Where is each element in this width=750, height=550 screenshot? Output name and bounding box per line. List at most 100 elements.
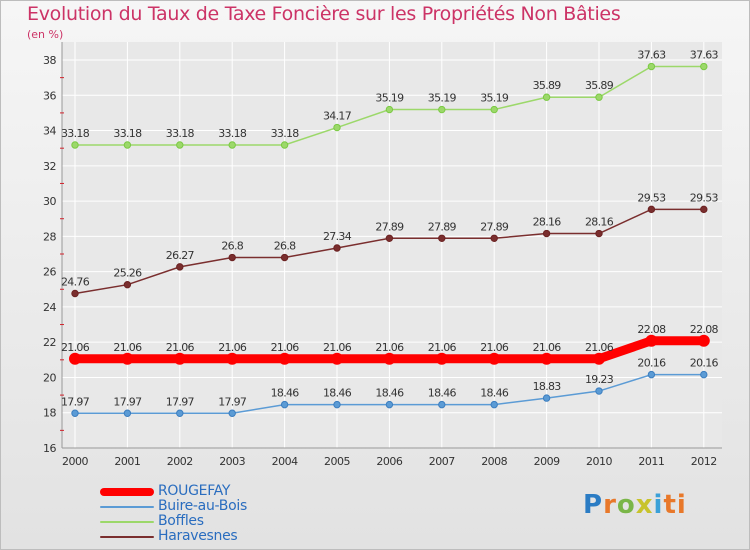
data-label-haravesnes: 27.89 [480, 220, 509, 233]
data-label-haravesnes: 24.76 [61, 276, 90, 289]
data-point-boffles [280, 141, 289, 149]
y-tick-label: 32 [43, 160, 56, 173]
data-point-rougefay [488, 352, 501, 365]
data-point-haravesnes [176, 263, 184, 271]
x-tick-label: 2000 [62, 455, 88, 468]
legend-label-buire-au-bois: Buire-au-Bois [158, 498, 247, 514]
data-point-boffles [542, 93, 551, 101]
data-point-haravesnes [123, 280, 132, 289]
data-point-rougefay [69, 352, 81, 365]
data-point-boffles [438, 105, 446, 114]
data-label-rougefay: 21.06 [480, 341, 509, 354]
legend-item-haravesnes: Haravesnes [100, 529, 247, 544]
data-label-boffles: 35.19 [428, 92, 457, 105]
data-point-boffles [700, 62, 708, 71]
legend-swatch-rougefay [100, 487, 154, 496]
data-point-haravesnes [385, 234, 394, 243]
data-label-boffles: 35.89 [533, 79, 562, 92]
x-tick-label: 2005 [324, 455, 350, 468]
data-point-boffles [71, 141, 79, 149]
data-point-boffles [595, 93, 603, 101]
data-point-haravesnes [333, 244, 341, 252]
data-label-buire-au-bois: 18.46 [480, 387, 509, 400]
x-tick-label: 2006 [376, 455, 402, 468]
data-point-rougefay [226, 352, 239, 365]
data-label-buire-au-bois: 20.16 [690, 357, 719, 370]
data-label-haravesnes: 25.26 [113, 267, 142, 280]
x-tick-label: 2009 [534, 455, 560, 468]
data-point-rougefay [278, 352, 291, 365]
data-label-boffles: 33.18 [271, 127, 300, 140]
data-label-boffles: 37.63 [690, 49, 719, 62]
data-label-buire-au-bois: 17.97 [218, 395, 247, 408]
data-label-rougefay: 21.06 [113, 341, 142, 354]
data-point-haravesnes [595, 229, 603, 238]
data-label-haravesnes: 27.34 [323, 230, 352, 243]
data-point-buire-au-bois [123, 409, 132, 417]
data-label-rougefay: 21.06 [218, 341, 247, 354]
data-point-buire-au-bois [542, 394, 551, 402]
y-tick-label: 18 [43, 407, 56, 420]
data-point-boffles [647, 62, 656, 71]
unit-label: (en %) [27, 28, 64, 41]
legend-swatch-haravesnes [100, 535, 154, 538]
legend-item-buire-au-bois: Buire-au-Bois [100, 499, 247, 514]
data-point-buire-au-bois [595, 387, 603, 395]
y-tick-label: 30 [43, 195, 56, 208]
data-label-rougefay: 21.06 [533, 341, 562, 354]
proxiti-logo: Proxiti [583, 490, 687, 520]
data-point-boffles [490, 105, 498, 114]
data-point-rougefay [593, 352, 605, 365]
data-point-boffles [123, 141, 132, 149]
data-label-boffles: 35.19 [375, 92, 404, 105]
data-label-haravesnes: 28.16 [533, 216, 562, 229]
data-point-boffles [333, 123, 341, 132]
data-point-rougefay [331, 352, 343, 365]
legend-label-haravesnes: Haravesnes [158, 528, 238, 544]
y-tick-label: 28 [43, 230, 56, 243]
data-point-boffles [176, 141, 184, 149]
data-label-rougefay: 21.06 [428, 341, 457, 354]
data-point-haravesnes [71, 289, 79, 298]
x-tick-label: 2002 [167, 455, 193, 468]
data-point-rougefay [645, 334, 658, 347]
y-tick-label: 22 [43, 336, 56, 349]
data-point-rougefay [540, 352, 553, 365]
data-label-haravesnes: 28.16 [585, 216, 614, 229]
data-label-boffles: 33.18 [61, 127, 90, 140]
y-tick-label: 20 [43, 371, 56, 384]
y-tick-label: 16 [43, 442, 56, 455]
data-point-haravesnes [490, 234, 498, 243]
data-point-haravesnes [647, 205, 656, 214]
data-point-rougefay [435, 352, 448, 365]
data-label-buire-au-bois: 18.83 [533, 380, 562, 393]
data-label-boffles: 33.18 [218, 127, 247, 140]
x-tick-label: 2008 [481, 455, 507, 468]
y-tick-label: 34 [43, 125, 56, 138]
data-point-boffles [228, 141, 236, 149]
data-point-buire-au-bois [700, 370, 708, 379]
data-point-boffles [385, 105, 394, 114]
data-point-buire-au-bois [176, 409, 184, 417]
data-label-boffles: 37.63 [637, 49, 666, 62]
data-label-rougefay: 22.08 [690, 323, 719, 336]
y-tick-label: 36 [43, 89, 56, 102]
data-point-haravesnes [700, 205, 708, 214]
data-label-haravesnes: 27.89 [428, 220, 457, 233]
data-label-buire-au-bois: 17.97 [113, 395, 142, 408]
data-point-buire-au-bois [71, 409, 79, 417]
data-point-buire-au-bois [438, 400, 446, 409]
x-tick-label: 2007 [429, 455, 455, 468]
y-tick-label: 38 [43, 54, 56, 67]
data-label-haravesnes: 29.53 [690, 191, 719, 204]
data-point-buire-au-bois [385, 400, 394, 409]
data-label-boffles: 34.17 [323, 110, 352, 123]
data-label-rougefay: 21.06 [166, 341, 195, 354]
legend-label-boffles: Boffles [158, 513, 204, 529]
data-label-buire-au-bois: 19.23 [585, 373, 614, 386]
data-label-rougefay: 21.06 [585, 341, 614, 354]
data-point-haravesnes [280, 253, 289, 262]
data-point-haravesnes [438, 234, 446, 243]
data-label-buire-au-bois: 18.46 [323, 387, 352, 400]
legend-swatch-boffles [100, 520, 154, 523]
